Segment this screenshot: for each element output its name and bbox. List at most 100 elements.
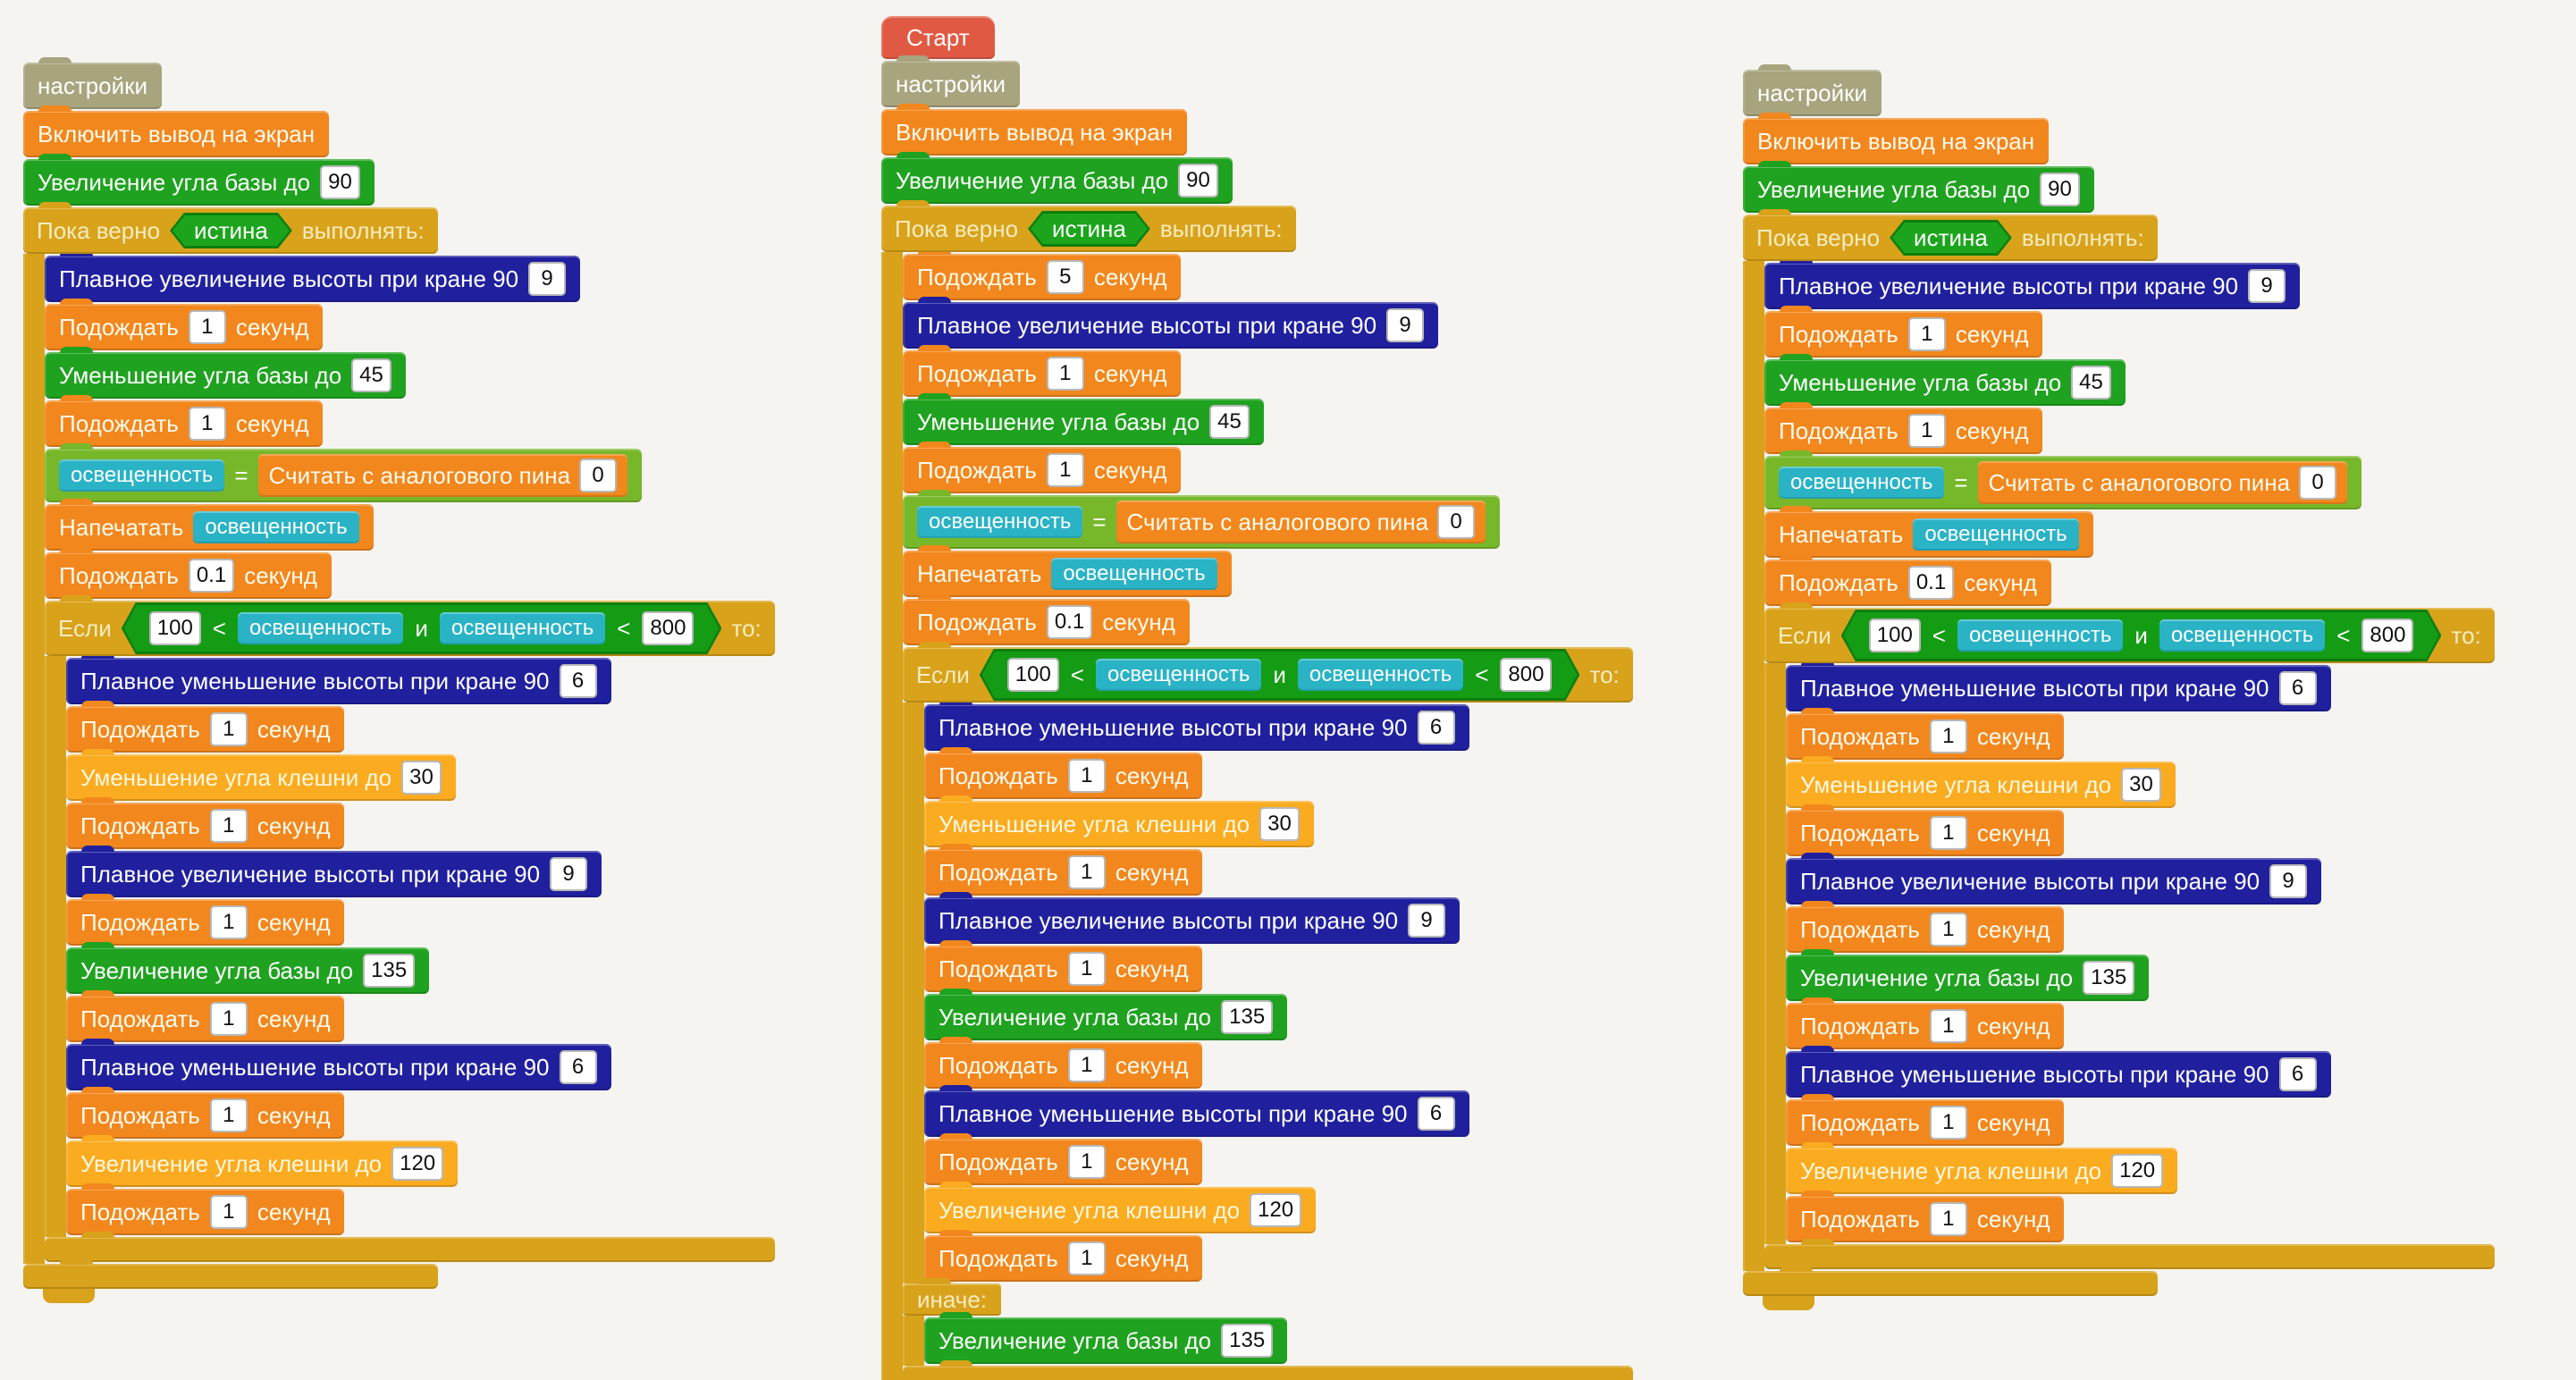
number-field[interactable]: 1: [188, 407, 226, 441]
settings-call-block[interactable]: настройки: [881, 55, 1021, 107]
number-field[interactable]: 1: [1046, 453, 1084, 487]
smooth-height-increase-block[interactable]: Плавное увеличение высоты при кране 90 9: [66, 846, 602, 897]
set-variable-block[interactable]: освещенность = Считать с аналогового пина 0: [903, 490, 1501, 549]
increase-base-angle-block[interactable]: Увеличение угла базы до 135: [1786, 949, 2150, 1001]
wait-block[interactable]: Подождать 1 секунд: [924, 844, 1203, 896]
number-field[interactable]: 1: [1067, 855, 1106, 889]
wait-block[interactable]: Подождать 0.1 секунд: [45, 547, 332, 599]
number-field[interactable]: 30: [401, 761, 442, 795]
number-field[interactable]: 135: [1221, 1324, 1274, 1358]
variable-chip[interactable]: освещенность: [2159, 619, 2325, 652]
wait-block[interactable]: Подождать 1 секунд: [1786, 1191, 2065, 1242]
set-variable-block[interactable]: освещенность = Считать с аналогового пина 0: [1764, 450, 2362, 509]
smooth-height-decrease-block[interactable]: Плавное уменьшение высоты при кране 90 6: [66, 652, 611, 704]
number-field[interactable]: 0.1: [188, 559, 235, 593]
smooth-height-decrease-block[interactable]: Плавное уменьшение высоты при кране 90 6: [1786, 660, 2331, 711]
number-field[interactable]: 120: [1250, 1193, 1302, 1227]
boolean-hex[interactable]: истина: [170, 213, 292, 249]
number-field[interactable]: 1: [1067, 1048, 1106, 1082]
enable-screen-output-block[interactable]: Включить вывод на экран: [881, 104, 1188, 156]
read-analog-pin-block[interactable]: Считать с аналогового пина 0: [257, 454, 628, 497]
wait-block[interactable]: Подождать 1 секунд: [45, 395, 324, 447]
wait-block[interactable]: Подождать 1 секунд: [924, 940, 1203, 992]
decrease-base-angle-block[interactable]: Уменьшение угла базы до 45: [903, 393, 1264, 445]
number-field[interactable]: 1: [1907, 414, 1946, 448]
number-field[interactable]: 6: [2278, 671, 2317, 705]
if-block-header[interactable]: Если 100 < освещенность и освещенность <800 то:: [45, 595, 775, 656]
number-field[interactable]: 5: [1046, 260, 1084, 294]
number-field[interactable]: 1: [1907, 317, 1946, 351]
number-field[interactable]: 45: [351, 358, 391, 392]
number-field[interactable]: 1: [209, 905, 248, 939]
number-field[interactable]: 90: [1178, 164, 1218, 198]
wait-block[interactable]: Подождать 1 секунд: [66, 894, 345, 946]
number-field[interactable]: 1: [1046, 357, 1084, 391]
number-field[interactable]: 1: [1929, 816, 1967, 850]
enable-screen-output-block[interactable]: Включить вывод на экран: [23, 105, 330, 157]
wait-block[interactable]: Подождать 1 секунд: [66, 701, 345, 753]
wait-block[interactable]: Подождать 1 секунд: [924, 1230, 1203, 1282]
variable-chip[interactable]: освещенность: [193, 511, 359, 543]
smooth-height-increase-block[interactable]: Плавное увеличение высоты при кране 90 9: [903, 297, 1439, 349]
smooth-height-decrease-block[interactable]: Плавное уменьшение высоты при кране 90 6: [924, 699, 1469, 751]
read-analog-pin-block[interactable]: Считать с аналогового пина 0: [1977, 461, 2348, 504]
decrease-claw-angle-block[interactable]: Уменьшение угла клешни до 30: [66, 749, 456, 801]
wait-block[interactable]: Подождать 1 секунд: [903, 345, 1182, 397]
if-else-block-header[interactable]: Если 100 < освещенность и освещенность <800 то:: [903, 642, 1633, 703]
wait-block[interactable]: Подождать 5 секунд: [903, 248, 1182, 300]
smooth-height-increase-block[interactable]: Плавное увеличение высоты при кране 90 9: [1786, 853, 2322, 905]
condition-hex[interactable]: 100 < освещенность и освещенность <800: [122, 602, 722, 654]
wait-block[interactable]: Подождать 1 секунд: [1786, 997, 2065, 1049]
number-field[interactable]: 9: [550, 857, 588, 891]
if-block-header[interactable]: Если 100 < освещенность и освещенность <800 то:: [1764, 602, 2495, 663]
wait-block[interactable]: Подождать 1 секунд: [1786, 804, 2065, 856]
number-field[interactable]: 120: [2111, 1154, 2164, 1188]
number-field[interactable]: 800: [1500, 658, 1552, 692]
number-field[interactable]: 9: [1408, 904, 1446, 938]
number-field[interactable]: 0: [1437, 505, 1476, 539]
settings-call-block[interactable]: настройки: [23, 57, 163, 109]
increase-base-angle-block[interactable]: Увеличение угла базы до 135: [924, 1312, 1288, 1364]
smooth-height-decrease-block[interactable]: Плавное уменьшение высоты при кране 90 6: [66, 1039, 611, 1090]
condition-hex[interactable]: 100 < освещенность и освещенность <800: [1841, 610, 2442, 661]
smooth-height-decrease-block[interactable]: Плавное уменьшение высоты при кране 90 6: [1786, 1046, 2331, 1098]
number-field[interactable]: 90: [2040, 172, 2080, 206]
number-field[interactable]: 800: [2361, 618, 2413, 652]
boolean-hex[interactable]: истина: [1890, 220, 2012, 257]
number-field[interactable]: 45: [2071, 366, 2111, 400]
number-field[interactable]: 1: [1067, 952, 1106, 986]
number-field[interactable]: 9: [528, 262, 567, 296]
boolean-hex[interactable]: истина: [1028, 211, 1150, 248]
read-analog-pin-block[interactable]: Считать с аналогового пина 0: [1115, 501, 1486, 543]
number-field[interactable]: 6: [2278, 1057, 2317, 1091]
wait-block[interactable]: Подождать 1 секунд: [924, 747, 1203, 799]
number-field[interactable]: 100: [1007, 658, 1059, 692]
number-field[interactable]: 0: [579, 459, 618, 492]
number-field[interactable]: 6: [559, 664, 597, 698]
number-field[interactable]: 1: [1067, 759, 1106, 793]
number-field[interactable]: 1: [1929, 719, 1967, 753]
while-true-loop-block-header[interactable]: Пока верно истина выполнять:: [881, 200, 1296, 252]
wait-block[interactable]: Подождать 1 секунд: [1786, 901, 2065, 953]
print-block[interactable]: Напечатать освещенность: [903, 545, 1232, 597]
variable-chip[interactable]: освещенность: [1913, 518, 2079, 551]
decrease-claw-angle-block[interactable]: Уменьшение угла клешни до 30: [924, 795, 1314, 847]
number-field[interactable]: 1: [209, 1195, 248, 1229]
number-field[interactable]: 1: [1929, 1202, 1967, 1236]
increase-claw-angle-block[interactable]: Увеличение угла клешни до 120: [1786, 1142, 2178, 1194]
wait-block[interactable]: Подождать 0.1 секунд: [903, 593, 1190, 645]
number-field[interactable]: 6: [559, 1050, 597, 1084]
wait-block[interactable]: Подождать 1 секунд: [1786, 1094, 2065, 1146]
number-field[interactable]: 45: [1209, 405, 1250, 439]
variable-chip[interactable]: освещенность: [1051, 558, 1217, 590]
while-true-loop-block-header[interactable]: Пока верно истина выполнять:: [23, 202, 438, 254]
variable-chip[interactable]: освещенность: [1096, 659, 1261, 691]
number-field[interactable]: 0: [2299, 466, 2337, 500]
wait-block[interactable]: Подождать 1 секунд: [1764, 402, 2043, 454]
wait-block[interactable]: Подождать 1 секунд: [924, 1037, 1203, 1089]
number-field[interactable]: 1: [209, 712, 248, 746]
print-block[interactable]: Напечатать освещенность: [1764, 506, 2093, 558]
smooth-height-increase-block[interactable]: Плавное увеличение высоты при кране 90 9: [1764, 257, 2301, 309]
increase-claw-angle-block[interactable]: Увеличение угла клешни до 120: [924, 1182, 1317, 1233]
